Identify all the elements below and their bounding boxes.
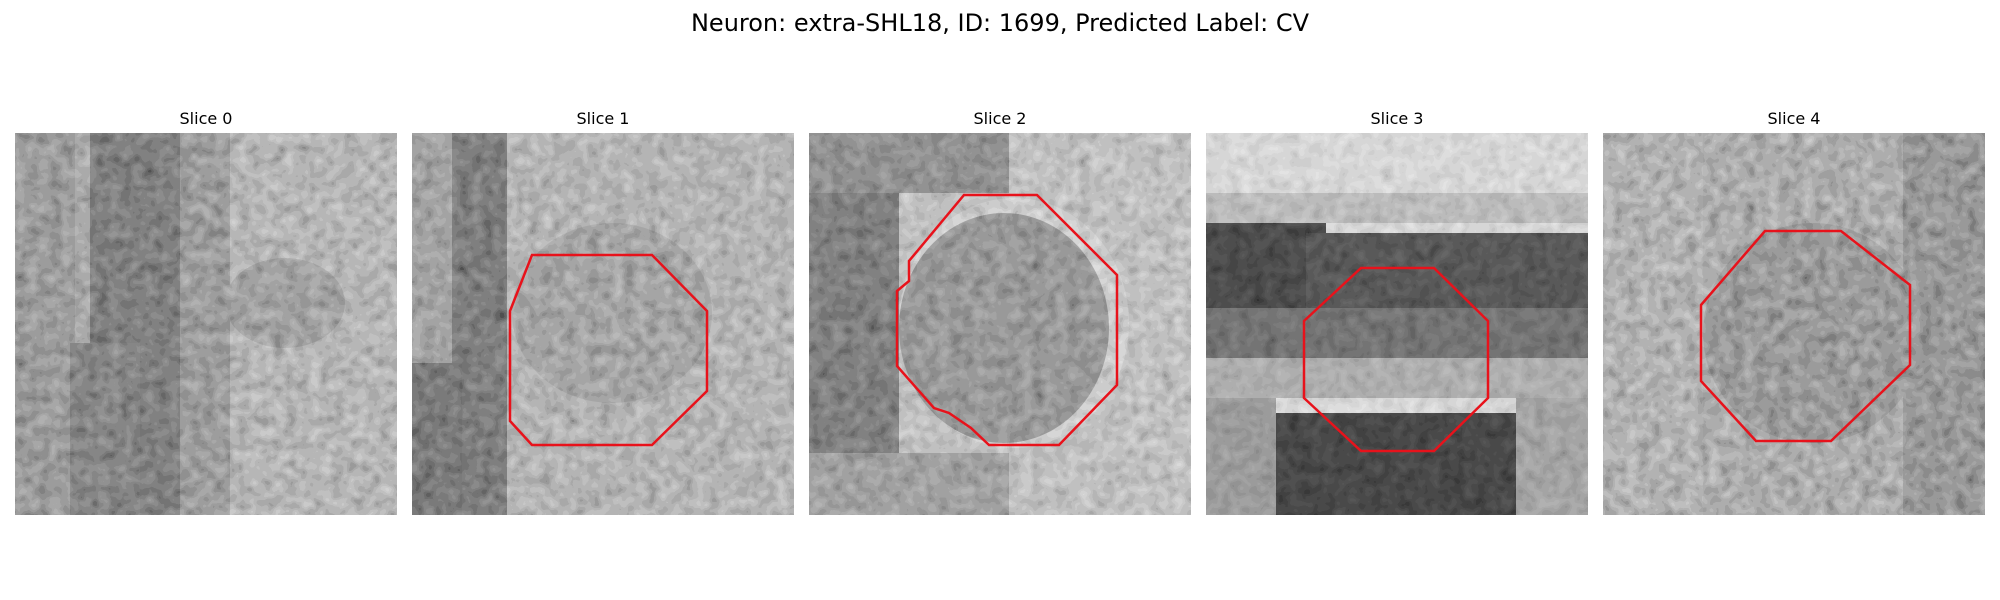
slice-panel-2: Slice 2 <box>809 108 1191 515</box>
slice-panel-1: Slice 1 <box>412 108 794 515</box>
roi-outline <box>895 193 1119 447</box>
slice-title: Slice 0 <box>179 109 233 128</box>
slice-title: Slice 3 <box>1370 109 1424 128</box>
slice-image <box>15 133 397 515</box>
slice-image <box>1206 133 1588 515</box>
roi-outline <box>508 253 709 447</box>
slice-panel-3: Slice 3 <box>1206 108 1588 515</box>
slice-image <box>412 133 794 515</box>
slice-image <box>809 133 1191 515</box>
figure-title: Neuron: extra-SHL18, ID: 1699, Predicted… <box>690 9 1310 37</box>
slice-title: Slice 1 <box>576 109 630 128</box>
slice-title: Slice 2 <box>973 109 1027 128</box>
slice-title: Slice 4 <box>1767 109 1821 128</box>
slice-panel-4: Slice 4 <box>1603 108 1985 515</box>
slice-panel-0: Slice 0 <box>15 108 397 515</box>
roi-outline <box>1699 229 1912 443</box>
slice-image <box>1603 133 1985 515</box>
roi-outline <box>1302 266 1490 453</box>
